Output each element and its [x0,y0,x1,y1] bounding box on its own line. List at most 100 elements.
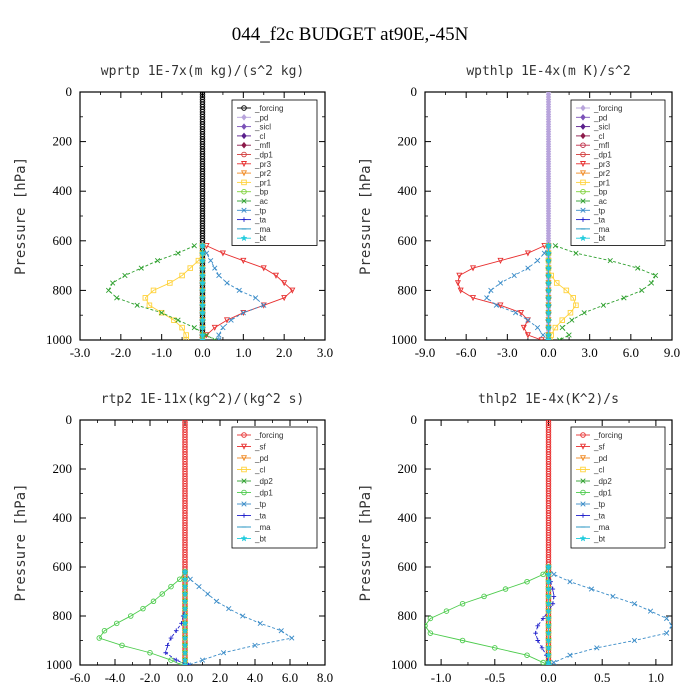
series-point [545,607,552,615]
series-point [181,582,189,590]
series-point [573,302,579,309]
series-point [216,272,222,279]
series-layer [105,92,296,340]
series-point [427,615,434,622]
legend-entry: _bt [237,535,267,544]
series-point [567,652,573,658]
legend-swatch-marker [580,104,586,112]
y-tick-label: 600 [398,559,418,574]
series-pr3 [199,243,296,340]
series-point [191,243,197,249]
legend-label: _pd [254,454,268,463]
series-point [181,575,189,583]
series-point [541,250,548,256]
series-point [154,258,161,264]
legend-label: _bt [254,234,267,243]
legend-swatch-marker [240,443,248,450]
series-point [545,271,552,279]
series-layer [454,92,659,340]
x-tick-label: 2.0 [212,670,228,685]
series-point [594,645,600,651]
series-point [540,616,546,621]
series-point [550,586,556,592]
series-point [573,250,579,256]
series-point [533,630,538,636]
legend-label: _forcing [593,104,622,113]
series-point [113,620,120,627]
series-point [168,583,174,590]
series-pr3 [454,243,548,340]
series-point [163,650,169,656]
series-point [545,279,552,286]
legend-entry: _pr3 [237,160,272,169]
series-point [545,301,552,309]
y-tick-label: 0 [66,412,73,427]
series-point [183,337,189,340]
legend-swatch-marker [240,534,248,542]
legend-entry: _sicl [576,123,610,132]
legend: _forcing_pd_sicl_cl_mfl_dp1_pr3_pr2_pr1_… [570,99,666,246]
series-point [664,615,670,622]
series-point [545,622,552,629]
series-line [184,571,293,665]
series-point [443,608,450,614]
series-point [165,643,170,648]
series-point [647,608,654,614]
legend-swatch-marker [579,161,587,168]
series-point [212,265,218,271]
series-layer [96,420,295,665]
series-line [425,566,549,665]
series-point [459,637,466,644]
y-axis-label: Pressure [hPa] [358,157,374,275]
series-point [199,249,206,257]
series-point [631,637,638,644]
series-point [199,316,206,324]
legend-entry: _pd [576,113,607,122]
y-tick-label: 400 [398,510,418,525]
series-point [110,280,116,286]
legend-label: _dp2 [593,477,612,486]
series-point [497,280,504,286]
series-ta [533,564,557,665]
y-tick-label: 200 [53,461,73,476]
y-tick-label: 0 [411,84,418,99]
series-point [459,601,466,607]
x-tick-label: 6.0 [282,670,298,685]
legend-label: _pr1 [254,178,272,187]
legend-label: _ma [593,225,610,234]
series-point [566,332,572,338]
series-point [610,593,616,600]
y-tick-label: 400 [53,183,73,198]
series-line [108,245,215,340]
series-point [211,324,218,331]
legend-entry: _mfl [576,141,609,150]
legend-swatch-marker [241,198,247,204]
legend-swatch-marker [241,123,247,130]
legend-label: _sicl [593,123,610,132]
x-tick-label: 2.0 [276,345,292,360]
legend-label: _pr2 [254,169,272,178]
series-point [552,243,558,249]
series-point [535,638,541,643]
panel-title: thlp2 1E-4x(K^2)/s [478,392,619,407]
y-tick-label: 0 [66,84,73,99]
legend-entry: _pd [237,454,268,463]
series-point [260,302,267,309]
series-point [545,614,552,622]
x-tick-label: -2.0 [140,670,161,685]
x-tick-label: -2.0 [111,345,132,360]
series-point [607,258,613,264]
series-point [545,644,552,651]
legend-label: _cl [254,132,265,141]
series-point [101,627,108,634]
series-point [260,265,267,272]
series-point [534,324,541,331]
legend-entry: _ac [237,197,268,206]
y-tick-label: 0 [411,412,418,427]
series-point [203,332,210,339]
series-point [199,294,206,301]
panel-title: rtp2 1E-11x(kg^2)/(kg^2 s) [101,392,305,407]
series-point [150,598,157,605]
legend-swatch-marker [579,234,587,242]
legend-swatch-marker [580,501,586,507]
